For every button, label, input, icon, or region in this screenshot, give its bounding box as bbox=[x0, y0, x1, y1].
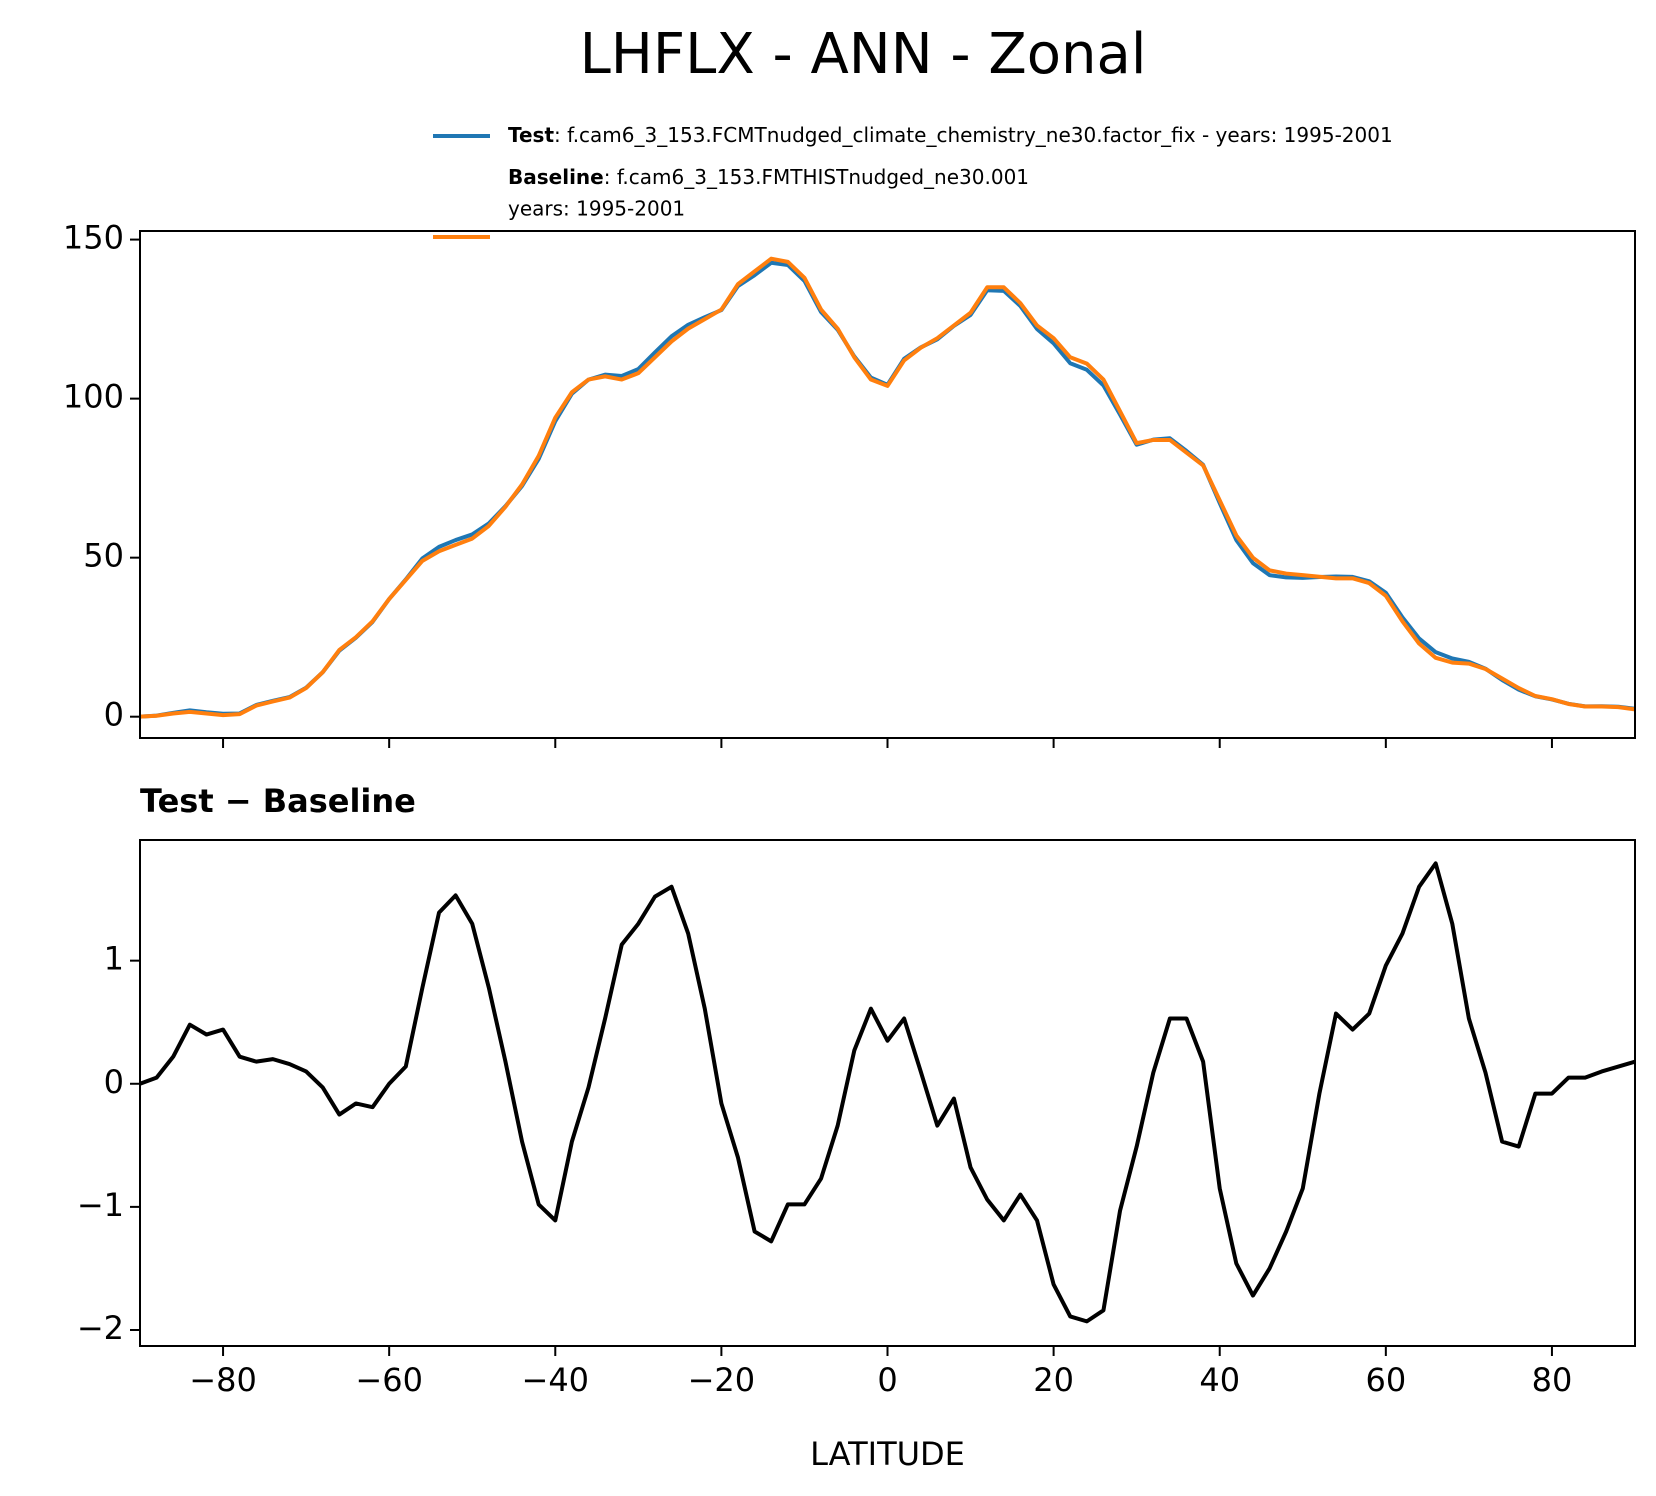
y-tick-label: 100 bbox=[63, 378, 124, 416]
x-tick-label: 80 bbox=[1532, 1361, 1573, 1399]
series-line bbox=[140, 861, 1635, 1324]
x-tick-label: 0 bbox=[877, 1361, 897, 1399]
legend-name: Baseline bbox=[508, 165, 604, 189]
y-tick-label: −1 bbox=[77, 1186, 124, 1224]
legend-label: Test: f.cam6_3_153.FCMTnudged_climate_ch… bbox=[508, 123, 1393, 147]
x-tick-label: −40 bbox=[522, 1361, 590, 1399]
x-tick-label: −80 bbox=[189, 1361, 257, 1399]
y-tick-label: 150 bbox=[63, 219, 124, 257]
y-tick-label: −2 bbox=[77, 1309, 124, 1347]
x-tick-label: 40 bbox=[1199, 1361, 1240, 1399]
legend-name: Test bbox=[508, 123, 554, 147]
legend-label: Baseline: f.cam6_3_153.FMTHISTnudged_ne3… bbox=[508, 165, 1029, 189]
y-tick-label: 50 bbox=[83, 537, 124, 575]
series-line bbox=[140, 256, 1635, 719]
y-tick-label: 0 bbox=[104, 1063, 124, 1101]
y-tick-label: 0 bbox=[104, 696, 124, 734]
y-tick-label: 1 bbox=[104, 940, 124, 978]
series-line bbox=[140, 260, 1635, 719]
x-tick-label: −60 bbox=[355, 1361, 423, 1399]
x-tick-label: 60 bbox=[1365, 1361, 1406, 1399]
x-tick-label: −20 bbox=[688, 1361, 756, 1399]
axes-frame bbox=[139, 230, 1636, 739]
legend-label-line: years: 1995-2001 bbox=[508, 197, 685, 221]
x-tick-label: 20 bbox=[1033, 1361, 1074, 1399]
figure-title: LHFLX - ANN - Zonal bbox=[580, 22, 1147, 87]
x-axis-label: LATITUDE bbox=[810, 1435, 965, 1473]
legend-desc: : f.cam6_3_153.FCMTnudged_climate_chemis… bbox=[554, 123, 1393, 147]
subplot-title: Test − Baseline bbox=[140, 782, 416, 820]
legend-desc: : f.cam6_3_153.FMTHISTnudged_ne30.001 bbox=[604, 165, 1029, 189]
